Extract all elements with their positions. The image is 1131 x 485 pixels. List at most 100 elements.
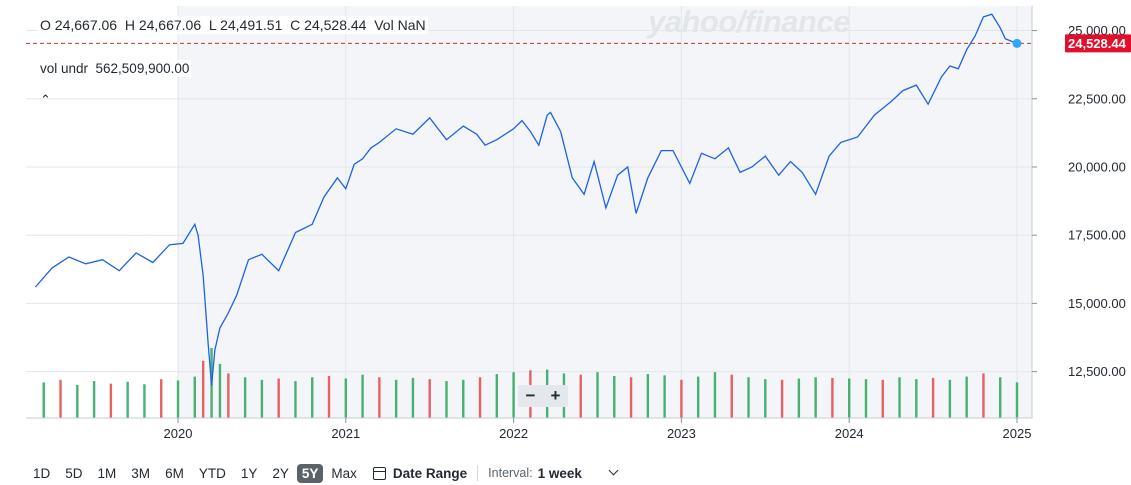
volume-bar	[126, 381, 129, 418]
y-tick-label: 22,500.00	[1068, 91, 1126, 106]
volume-bar	[227, 373, 230, 418]
volume-bar	[495, 374, 499, 418]
volume-bar	[59, 379, 62, 418]
y-tick-label: 15,000.00	[1068, 296, 1126, 311]
x-tick-label: 2025	[1003, 426, 1032, 441]
collapse-chevron-icon[interactable]: ⌃	[40, 92, 51, 107]
volume-bar	[881, 379, 884, 418]
y-tick-label: 12,500.00	[1068, 364, 1126, 379]
volume-bar	[764, 379, 767, 418]
volume-bar	[780, 379, 784, 418]
toolbar-divider	[477, 465, 479, 481]
volume-bar	[462, 379, 465, 418]
volume-bar	[864, 379, 868, 418]
x-tick-label: 2023	[667, 426, 696, 441]
volume-bar	[999, 377, 1002, 418]
volume-value: Vol NaN	[374, 17, 426, 33]
open-value: O 24,667.06	[40, 17, 118, 33]
range-5y-button[interactable]: 5Y	[296, 463, 324, 483]
price-line	[34, 13, 1018, 386]
volume-bar	[1015, 382, 1019, 418]
volume-bar	[831, 377, 834, 418]
plot-area-background	[178, 6, 1032, 418]
volume-bar	[965, 376, 968, 418]
x-tick-label: 2022	[499, 426, 528, 441]
volume-bar	[193, 376, 196, 418]
volume-bar	[394, 379, 398, 418]
chevron-down-icon	[608, 465, 619, 475]
y-tick-label: 20,000.00	[1068, 159, 1126, 174]
date-range-label: Date Range	[392, 465, 468, 481]
volume-bar	[361, 374, 364, 418]
y-tick-label: 17,500.00	[1068, 228, 1126, 243]
interval-label: Interval:	[488, 466, 533, 480]
range-5d-button[interactable]: 5D	[65, 465, 83, 481]
range-1y-button[interactable]: 1Y	[240, 465, 258, 481]
volume-bar	[411, 377, 415, 418]
volume-bar	[160, 379, 163, 418]
volume-bar	[814, 377, 817, 418]
volume-bar	[311, 377, 314, 418]
volume-bar	[646, 374, 650, 418]
volume-bar	[201, 360, 205, 418]
range-1d-button[interactable]: 1D	[33, 465, 51, 481]
volume-bar	[143, 384, 146, 418]
x-axis: 2020 2021 2022 2023 2024 2025	[164, 418, 1032, 441]
last-price-badge: 24,528.44	[1065, 34, 1131, 53]
volume-bar	[948, 379, 952, 418]
volume-bar	[696, 376, 700, 418]
last-price-label: 24,528.44	[1068, 36, 1127, 51]
last-price-marker	[1012, 38, 1022, 48]
range-max-button[interactable]: Max	[331, 465, 357, 481]
volume-bar	[344, 378, 347, 418]
range-ytd-button[interactable]: YTD	[198, 465, 226, 481]
volume-bar	[428, 379, 431, 418]
range-1m-button[interactable]: 1M	[97, 465, 117, 481]
volume-bar	[797, 378, 801, 418]
range-toolbar: 1D 5D 1M 3M 6M YTD 1Y 2Y 5Y Max Date Ran…	[26, 462, 619, 484]
volume-bar	[730, 374, 733, 418]
volume-bar	[982, 373, 985, 418]
zoom-controls: − +	[518, 385, 568, 407]
ohlc-legend: O 24,667.06 H 24,667.06 L 24,491.51 C 24…	[38, 16, 428, 34]
volume-bar	[327, 376, 331, 418]
low-value: L 24,491.51	[208, 17, 283, 33]
volume-bar	[42, 382, 45, 418]
volume-bar	[680, 379, 683, 418]
volume-bar	[445, 381, 448, 418]
volume-bar	[478, 377, 482, 418]
x-tick-label: 2024	[835, 426, 864, 441]
volume-bar	[294, 381, 297, 418]
volume-bar	[915, 379, 918, 418]
zoom-out-button[interactable]: −	[525, 386, 536, 405]
range-6m-button[interactable]: 6M	[165, 465, 184, 481]
volume-bar	[218, 363, 222, 418]
volume-bar	[596, 372, 599, 418]
volume-bar	[663, 375, 666, 418]
y-axis: 12,500.00 15,000.00 17,500.00 20,000.00 22,5…	[1032, 23, 1126, 379]
zoom-in-button[interactable]: +	[550, 386, 561, 405]
high-value: H 24,667.06	[124, 17, 202, 33]
calendar-icon	[372, 466, 386, 480]
interval-value: 1 week	[537, 465, 582, 481]
date-range-button[interactable]: Date Range	[372, 465, 468, 481]
volume-bar	[109, 383, 113, 418]
interval-dropdown[interactable]: Interval: 1 week	[488, 465, 619, 481]
volume-bar	[613, 376, 616, 418]
yahoo-finance-watermark: yahoo/finance	[648, 4, 850, 39]
volume-bar	[260, 379, 264, 418]
volume-bar	[176, 380, 180, 418]
volume-bar	[76, 384, 79, 418]
volume-bar	[747, 377, 750, 418]
volume-bar	[378, 377, 381, 418]
volume-bar	[277, 378, 280, 418]
volume-bar	[629, 377, 633, 418]
volume-bar	[931, 377, 935, 418]
range-3m-button[interactable]: 3M	[131, 465, 151, 481]
volume-legend: vol undr 562,509,900.00	[38, 60, 192, 77]
volume-bar	[848, 378, 851, 418]
x-tick-label: 2020	[164, 426, 193, 441]
range-2y-button[interactable]: 2Y	[272, 465, 289, 481]
volume-bar	[579, 374, 582, 418]
